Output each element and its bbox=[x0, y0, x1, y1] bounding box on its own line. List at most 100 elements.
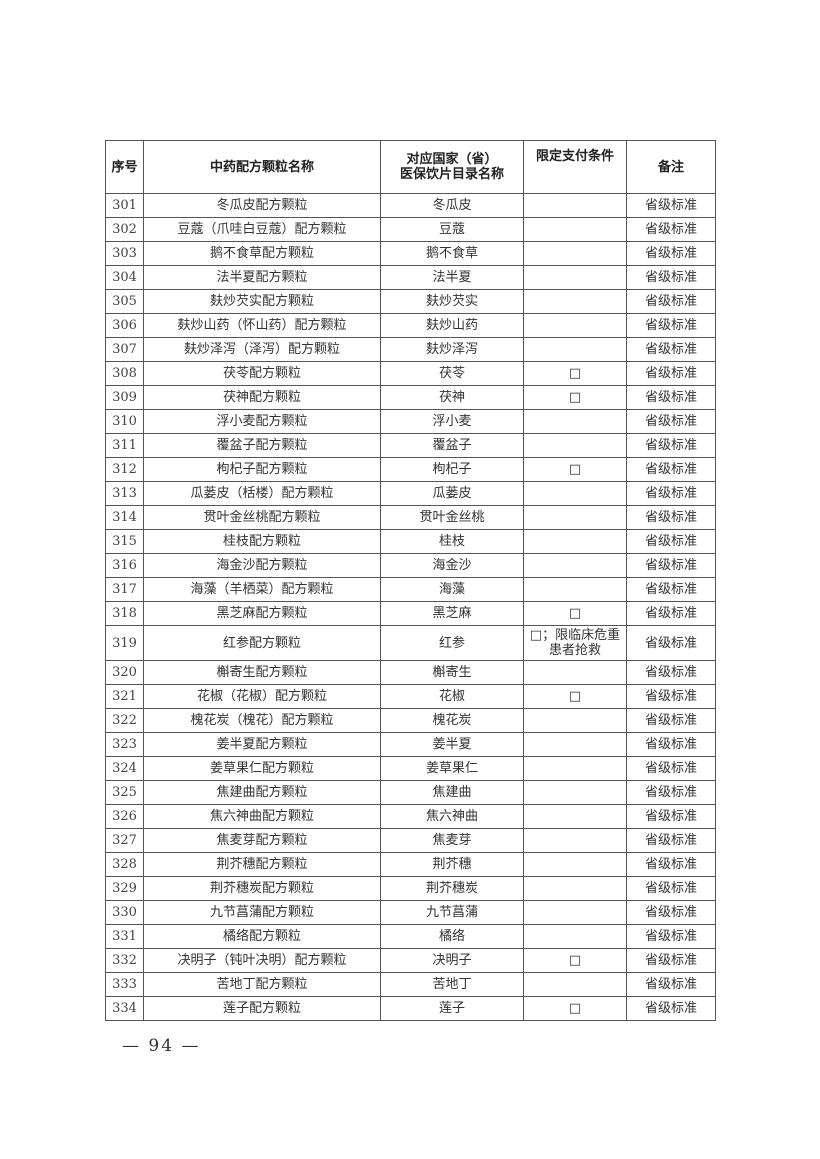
cell-no: 333 bbox=[105, 972, 144, 997]
cell-catalog: 九节菖蒲 bbox=[380, 900, 524, 925]
cell-note: 省级标准 bbox=[626, 756, 716, 781]
cell-catalog: 红参 bbox=[380, 625, 524, 661]
cell-catalog: 覆盆子 bbox=[380, 433, 524, 458]
cell-catalog: 姜半夏 bbox=[380, 732, 524, 757]
cell-condition bbox=[523, 660, 627, 685]
cell-note: 省级标准 bbox=[626, 601, 716, 626]
cell-name: 橘络配方颗粒 bbox=[143, 924, 381, 949]
cell-condition: □ bbox=[523, 996, 627, 1021]
cell-no: 310 bbox=[105, 409, 144, 434]
table-row: 305 麸炒芡实配方颗粒 麸炒芡实 省级标准 bbox=[105, 289, 716, 314]
cell-condition bbox=[523, 217, 627, 242]
cell-name: 黑芝麻配方颗粒 bbox=[143, 601, 381, 626]
cell-no: 325 bbox=[105, 780, 144, 805]
cell-note: 省级标准 bbox=[626, 409, 716, 434]
cell-catalog: 法半夏 bbox=[380, 265, 524, 290]
cell-name: 麸炒山药（怀山药）配方颗粒 bbox=[143, 313, 381, 338]
cell-note: 省级标准 bbox=[626, 972, 716, 997]
cell-no: 328 bbox=[105, 852, 144, 877]
cell-note: 省级标准 bbox=[626, 804, 716, 829]
cell-note: 省级标准 bbox=[626, 529, 716, 554]
cell-note: 省级标准 bbox=[626, 996, 716, 1021]
cell-catalog: 麸炒山药 bbox=[380, 313, 524, 338]
cell-note: 省级标准 bbox=[626, 385, 716, 410]
cell-no: 320 bbox=[105, 660, 144, 685]
cell-no: 303 bbox=[105, 241, 144, 266]
table-row: 310 浮小麦配方颗粒 浮小麦 省级标准 bbox=[105, 409, 716, 434]
cell-catalog: 苦地丁 bbox=[380, 972, 524, 997]
header-name: 中药配方颗粒名称 bbox=[143, 140, 381, 194]
cell-note: 省级标准 bbox=[626, 361, 716, 386]
cell-condition bbox=[523, 481, 627, 506]
cell-condition: □ bbox=[523, 361, 627, 386]
cell-condition: □ bbox=[523, 385, 627, 410]
cell-no: 301 bbox=[105, 193, 144, 218]
header-condition: 限定支付条件 bbox=[523, 140, 627, 194]
cell-note: 省级标准 bbox=[626, 732, 716, 757]
cell-condition bbox=[523, 313, 627, 338]
table-row: 315 桂枝配方颗粒 桂枝 省级标准 bbox=[105, 529, 716, 554]
cell-name: 法半夏配方颗粒 bbox=[143, 265, 381, 290]
cell-catalog: 焦建曲 bbox=[380, 780, 524, 805]
cell-condition bbox=[523, 289, 627, 314]
cell-catalog: 海金沙 bbox=[380, 553, 524, 578]
cell-condition bbox=[523, 433, 627, 458]
cell-no: 317 bbox=[105, 577, 144, 602]
table-row: 301 冬瓜皮配方颗粒 冬瓜皮 省级标准 bbox=[105, 193, 716, 218]
cell-name: 茯神配方颗粒 bbox=[143, 385, 381, 410]
cell-catalog: 豆蔻 bbox=[380, 217, 524, 242]
cell-condition bbox=[523, 708, 627, 733]
table-row: 319 红参配方颗粒 红参 □；限临床危重患者抢救 省级标准 bbox=[105, 625, 716, 661]
cell-note: 省级标准 bbox=[626, 948, 716, 973]
cell-name: 桂枝配方颗粒 bbox=[143, 529, 381, 554]
table-row: 332 决明子（钝叶决明）配方颗粒 决明子 □ 省级标准 bbox=[105, 948, 716, 973]
cell-name: 花椒（花椒）配方颗粒 bbox=[143, 684, 381, 709]
table-row: 327 焦麦芽配方颗粒 焦麦芽 省级标准 bbox=[105, 828, 716, 853]
cell-condition bbox=[523, 924, 627, 949]
cell-name: 姜草果仁配方颗粒 bbox=[143, 756, 381, 781]
cell-name: 焦麦芽配方颗粒 bbox=[143, 828, 381, 853]
cell-condition bbox=[523, 553, 627, 578]
cell-catalog: 麸炒泽泻 bbox=[380, 337, 524, 362]
cell-catalog: 浮小麦 bbox=[380, 409, 524, 434]
cell-no: 326 bbox=[105, 804, 144, 829]
page-number: — 94 — bbox=[122, 1036, 201, 1056]
cell-no: 323 bbox=[105, 732, 144, 757]
cell-no: 308 bbox=[105, 361, 144, 386]
cell-name: 麸炒泽泻（泽泻）配方颗粒 bbox=[143, 337, 381, 362]
cell-no: 319 bbox=[105, 625, 144, 661]
cell-catalog: 焦麦芽 bbox=[380, 828, 524, 853]
cell-no: 322 bbox=[105, 708, 144, 733]
cell-no: 321 bbox=[105, 684, 144, 709]
cell-name: 枸杞子配方颗粒 bbox=[143, 457, 381, 482]
cell-condition bbox=[523, 577, 627, 602]
cell-condition bbox=[523, 780, 627, 805]
table-row: 311 覆盆子配方颗粒 覆盆子 省级标准 bbox=[105, 433, 716, 458]
cell-note: 省级标准 bbox=[626, 337, 716, 362]
cell-note: 省级标准 bbox=[626, 625, 716, 661]
cell-no: 309 bbox=[105, 385, 144, 410]
cell-catalog: 荆芥穗 bbox=[380, 852, 524, 877]
cell-note: 省级标准 bbox=[626, 876, 716, 901]
table-row: 331 橘络配方颗粒 橘络 省级标准 bbox=[105, 924, 716, 949]
cell-name: 荆芥穗炭配方颗粒 bbox=[143, 876, 381, 901]
cell-no: 312 bbox=[105, 457, 144, 482]
cell-note: 省级标准 bbox=[626, 481, 716, 506]
table-row: 314 贯叶金丝桃配方颗粒 贯叶金丝桃 省级标准 bbox=[105, 505, 716, 530]
cell-name: 鹅不食草配方颗粒 bbox=[143, 241, 381, 266]
cell-note: 省级标准 bbox=[626, 289, 716, 314]
cell-no: 304 bbox=[105, 265, 144, 290]
cell-note: 省级标准 bbox=[626, 265, 716, 290]
table-row: 316 海金沙配方颗粒 海金沙 省级标准 bbox=[105, 553, 716, 578]
cell-name: 覆盆子配方颗粒 bbox=[143, 433, 381, 458]
cell-note: 省级标准 bbox=[626, 217, 716, 242]
cell-catalog: 焦六神曲 bbox=[380, 804, 524, 829]
table-row: 303 鹅不食草配方颗粒 鹅不食草 省级标准 bbox=[105, 241, 716, 266]
cell-note: 省级标准 bbox=[626, 780, 716, 805]
cell-note: 省级标准 bbox=[626, 684, 716, 709]
cell-note: 省级标准 bbox=[626, 852, 716, 877]
cell-condition bbox=[523, 505, 627, 530]
table-header: 序号 中药配方颗粒名称 对应国家（省） 医保饮片目录名称 限定支付条件 备注 bbox=[105, 140, 716, 194]
header-note: 备注 bbox=[626, 140, 716, 194]
cell-name: 冬瓜皮配方颗粒 bbox=[143, 193, 381, 218]
